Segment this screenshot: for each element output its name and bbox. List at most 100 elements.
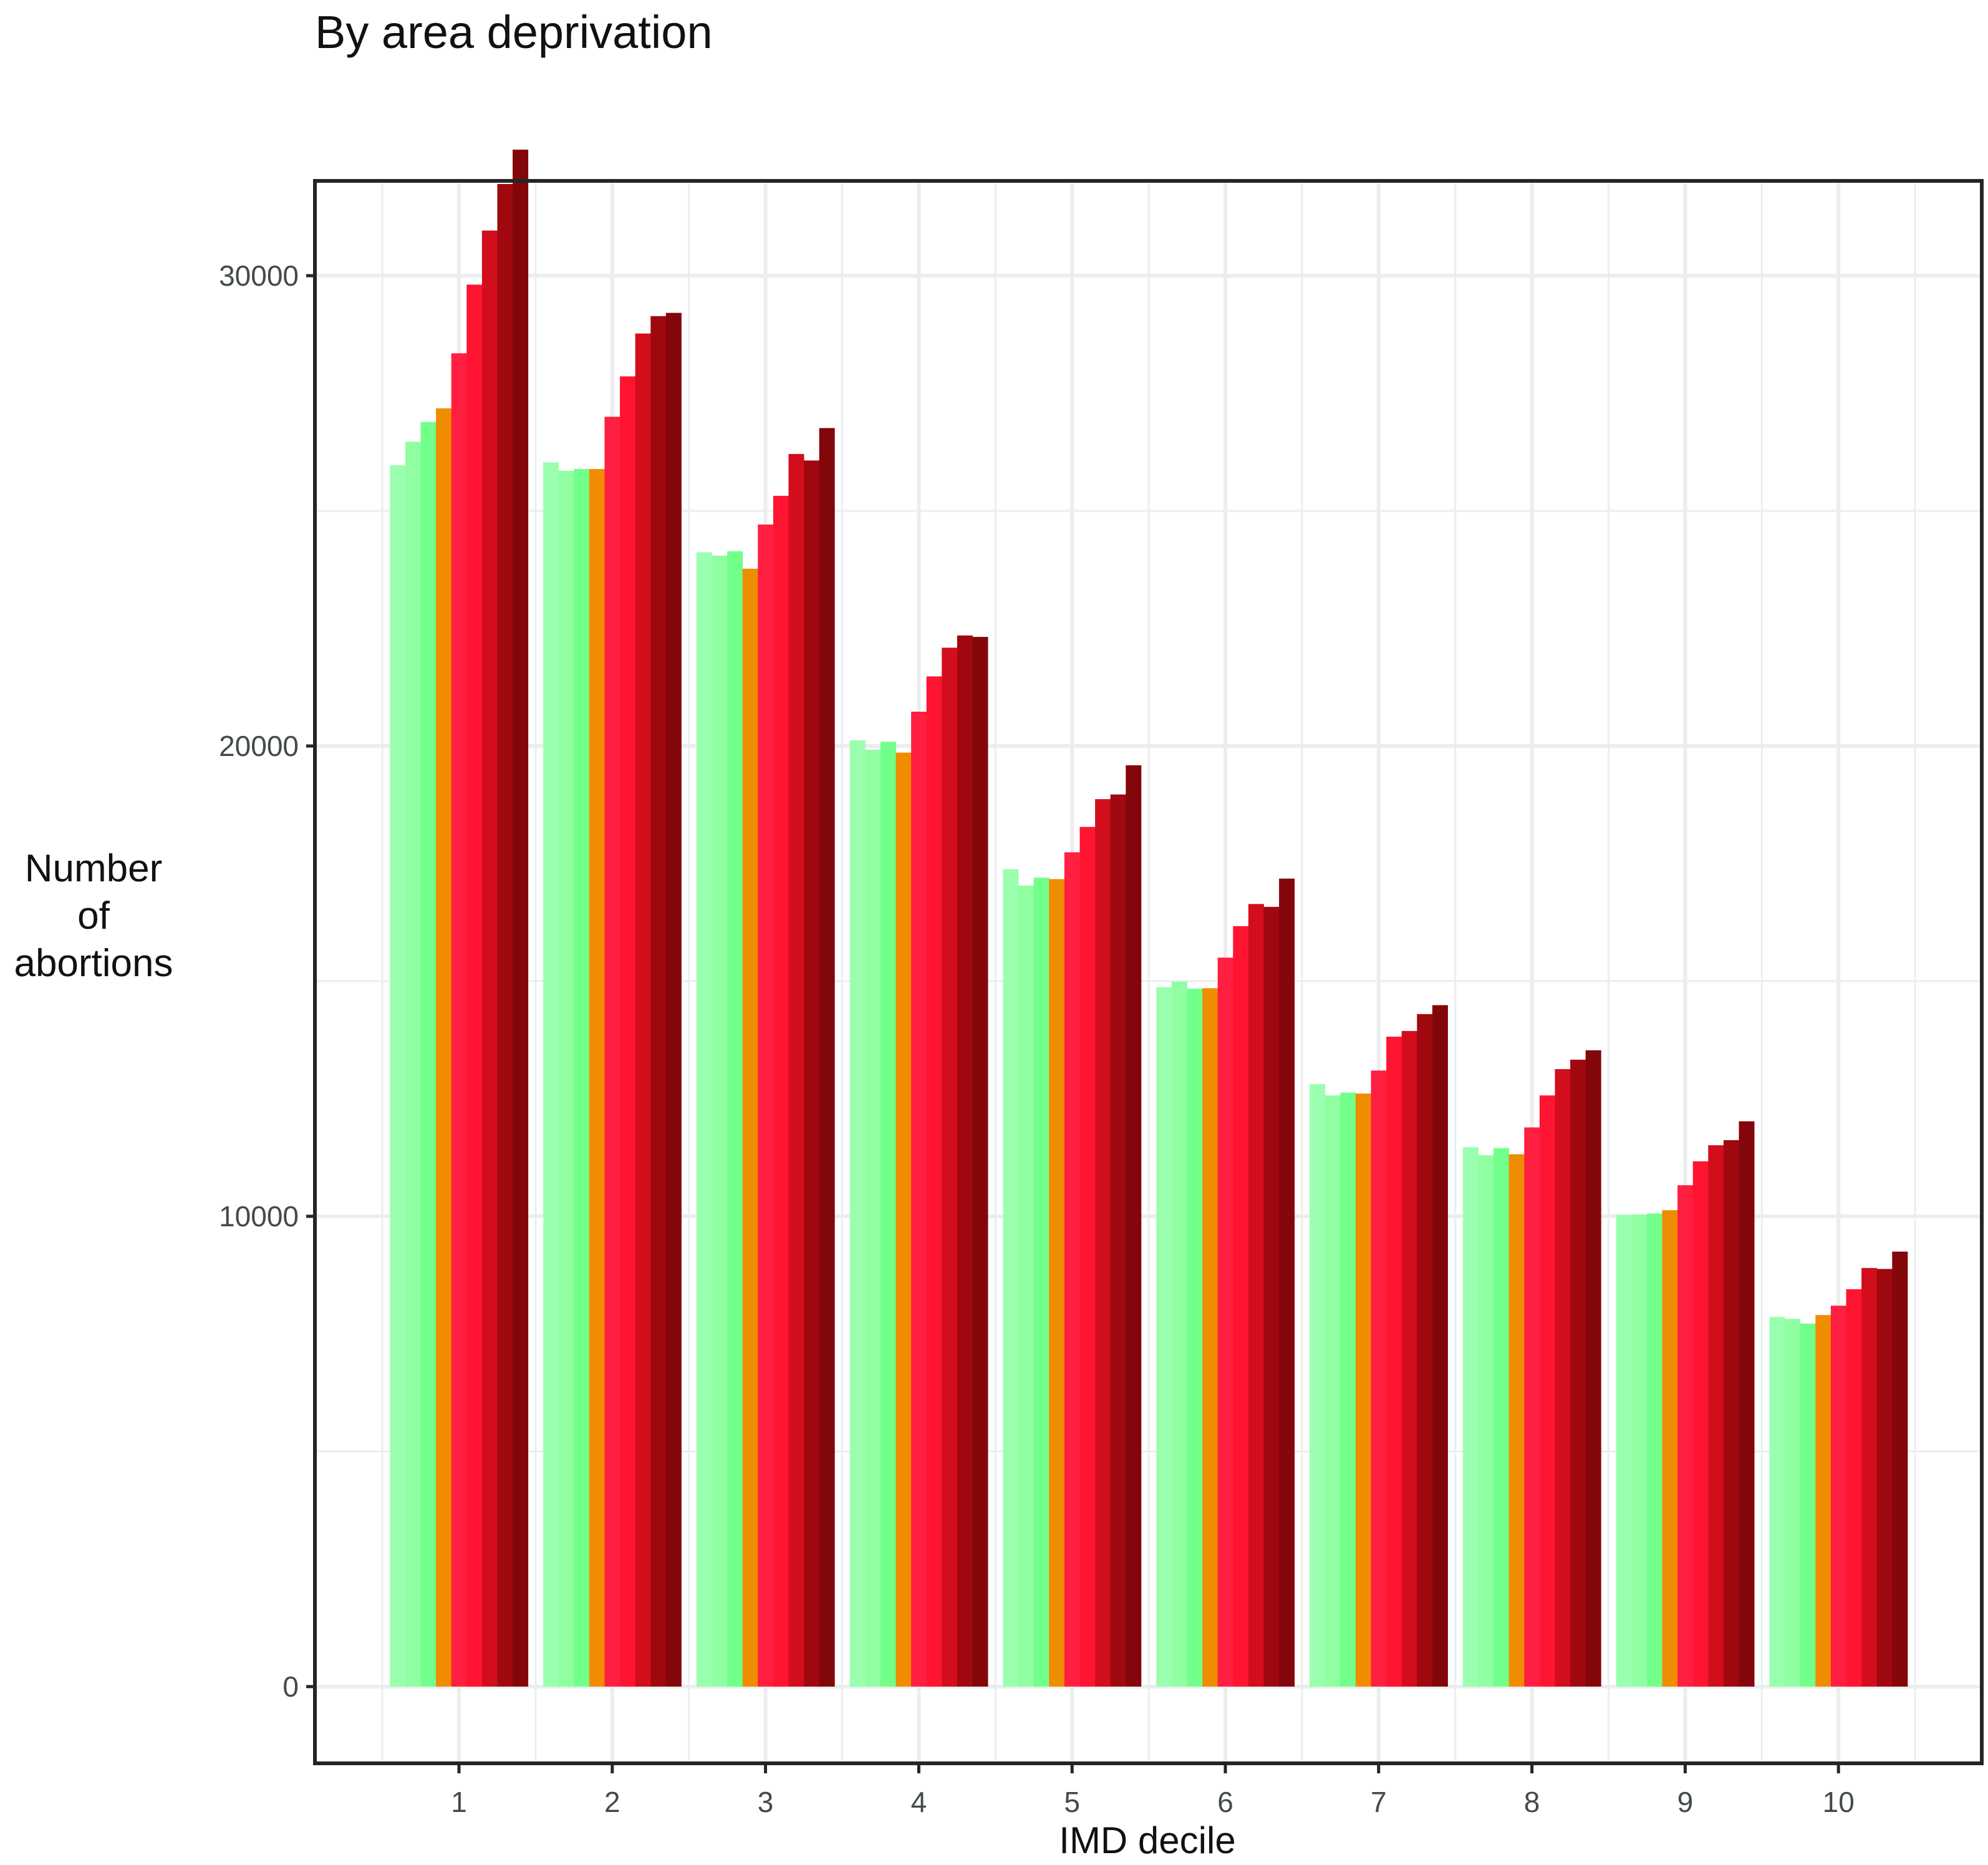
x-tick-label: 7 xyxy=(1371,1786,1387,1818)
bar xyxy=(1095,799,1111,1687)
bar xyxy=(1079,826,1096,1687)
bar xyxy=(1769,1317,1785,1687)
bar xyxy=(1708,1145,1724,1687)
bar xyxy=(1401,1030,1417,1687)
bar xyxy=(405,442,421,1687)
bar xyxy=(1892,1251,1908,1687)
bar xyxy=(804,460,820,1687)
bar xyxy=(1187,989,1203,1687)
bar-group-decile-8 xyxy=(1462,1050,1601,1687)
x-tick-label: 2 xyxy=(604,1786,620,1818)
bar xyxy=(620,376,636,1687)
bar-group-decile-10 xyxy=(1769,1251,1908,1687)
bar xyxy=(1126,765,1142,1687)
bar xyxy=(635,333,651,1687)
bar xyxy=(758,524,774,1687)
bar xyxy=(1800,1323,1816,1687)
y-tick-label: 30000 xyxy=(219,259,299,292)
x-axis-title: IMD decile xyxy=(1059,1819,1236,1861)
bar-group-decile-2 xyxy=(543,312,682,1687)
bar xyxy=(420,422,437,1687)
bar xyxy=(1217,957,1233,1687)
bar xyxy=(712,555,728,1687)
bar xyxy=(727,551,743,1687)
bar xyxy=(1739,1121,1755,1687)
bar xyxy=(1830,1306,1846,1687)
bars xyxy=(390,149,1908,1687)
bar xyxy=(1478,1155,1494,1687)
bar xyxy=(788,453,804,1687)
bar-group-decile-5 xyxy=(1003,765,1142,1687)
panel-border xyxy=(313,179,1984,1765)
bar-group-decile-9 xyxy=(1616,1121,1755,1687)
bar xyxy=(1493,1148,1510,1687)
bar xyxy=(543,462,559,1687)
bar xyxy=(1432,1005,1448,1687)
bar-group-decile-7 xyxy=(1310,1005,1448,1687)
bar xyxy=(1049,879,1065,1687)
bar xyxy=(926,676,942,1687)
x-tick-label: 3 xyxy=(758,1786,774,1818)
bar xyxy=(466,284,483,1687)
x-tick-label: 6 xyxy=(1217,1786,1233,1818)
bar xyxy=(390,465,406,1687)
y-tick-label: 20000 xyxy=(219,730,299,762)
bar xyxy=(1018,885,1035,1687)
x-tick-label: 10 xyxy=(1823,1786,1855,1818)
bar xyxy=(972,637,988,1687)
x-tick-label: 9 xyxy=(1677,1786,1694,1818)
bar xyxy=(451,353,467,1687)
bar xyxy=(436,408,452,1687)
bar xyxy=(1677,1185,1694,1687)
bar-group-decile-4 xyxy=(849,635,988,1687)
bar xyxy=(558,470,574,1687)
y-axis-title-line-3: abortions xyxy=(14,942,173,985)
bar xyxy=(696,552,712,1687)
bar xyxy=(1325,1095,1341,1687)
bar xyxy=(1846,1289,1862,1687)
x-tick-label: 5 xyxy=(1064,1786,1080,1818)
bar xyxy=(1508,1154,1525,1687)
bar xyxy=(1202,988,1218,1687)
bar xyxy=(1156,987,1172,1687)
bar xyxy=(1570,1059,1586,1687)
bar xyxy=(1110,794,1126,1687)
bar xyxy=(1033,878,1049,1687)
x-tick-label: 8 xyxy=(1524,1786,1540,1818)
bar xyxy=(1248,904,1264,1687)
bar xyxy=(1723,1140,1739,1687)
bar xyxy=(1539,1095,1555,1687)
bar xyxy=(1462,1147,1479,1687)
bar xyxy=(1815,1315,1831,1687)
bar xyxy=(911,712,927,1687)
bar xyxy=(1064,852,1080,1687)
x-tick-label: 1 xyxy=(451,1786,467,1818)
bar xyxy=(1585,1050,1601,1687)
bar xyxy=(1616,1214,1632,1687)
bar xyxy=(513,149,529,1687)
bar-group-decile-6 xyxy=(1156,878,1295,1687)
axes: 0 10000 20000 30000 1 2 3 4 5 6 7 8 9 10 xyxy=(219,179,1984,1818)
bar xyxy=(665,312,682,1687)
bar xyxy=(1646,1213,1662,1687)
bar xyxy=(1417,1014,1433,1687)
bar xyxy=(650,316,667,1687)
bar xyxy=(1861,1267,1878,1687)
bar xyxy=(1340,1092,1356,1687)
chart-title: By area deprivation xyxy=(315,6,713,58)
bar xyxy=(895,752,912,1687)
bar xyxy=(849,740,866,1687)
bar xyxy=(1003,869,1019,1687)
bar xyxy=(880,742,896,1687)
bar xyxy=(1371,1070,1387,1687)
bar xyxy=(481,230,498,1687)
bar xyxy=(574,468,590,1687)
bar xyxy=(1555,1069,1571,1687)
bar xyxy=(742,568,758,1687)
bar xyxy=(1876,1269,1893,1687)
y-axis-title-line-1: Number xyxy=(24,847,163,890)
bar xyxy=(1692,1161,1709,1687)
bar xyxy=(1386,1037,1402,1687)
bar xyxy=(497,184,513,1687)
y-axis-title-line-2: of xyxy=(77,894,110,937)
